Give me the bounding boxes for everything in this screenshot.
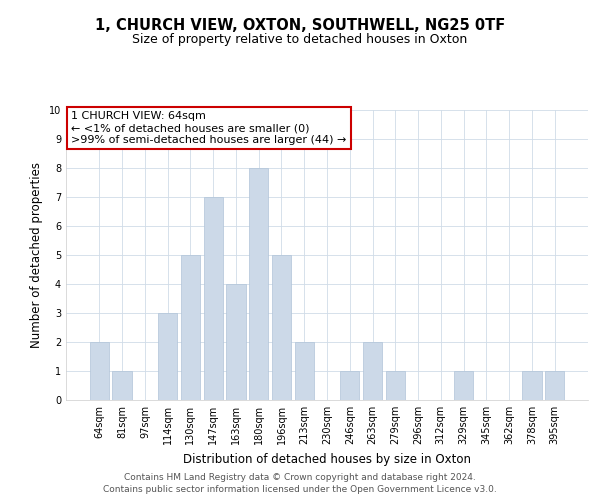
Bar <box>272 255 291 400</box>
Bar <box>226 284 245 400</box>
Bar <box>203 197 223 400</box>
Bar <box>522 371 542 400</box>
Bar <box>545 371 564 400</box>
Bar <box>90 342 109 400</box>
Text: Contains HM Land Registry data © Crown copyright and database right 2024.: Contains HM Land Registry data © Crown c… <box>124 472 476 482</box>
Bar <box>112 371 132 400</box>
Bar <box>454 371 473 400</box>
Bar <box>340 371 359 400</box>
Y-axis label: Number of detached properties: Number of detached properties <box>31 162 43 348</box>
Bar <box>158 313 178 400</box>
Bar <box>386 371 405 400</box>
X-axis label: Distribution of detached houses by size in Oxton: Distribution of detached houses by size … <box>183 452 471 466</box>
Text: Contains public sector information licensed under the Open Government Licence v3: Contains public sector information licen… <box>103 485 497 494</box>
Text: Size of property relative to detached houses in Oxton: Size of property relative to detached ho… <box>133 32 467 46</box>
Text: 1, CHURCH VIEW, OXTON, SOUTHWELL, NG25 0TF: 1, CHURCH VIEW, OXTON, SOUTHWELL, NG25 0… <box>95 18 505 32</box>
Bar <box>249 168 268 400</box>
Text: 1 CHURCH VIEW: 64sqm
← <1% of detached houses are smaller (0)
>99% of semi-detac: 1 CHURCH VIEW: 64sqm ← <1% of detached h… <box>71 112 347 144</box>
Bar <box>363 342 382 400</box>
Bar <box>295 342 314 400</box>
Bar <box>181 255 200 400</box>
